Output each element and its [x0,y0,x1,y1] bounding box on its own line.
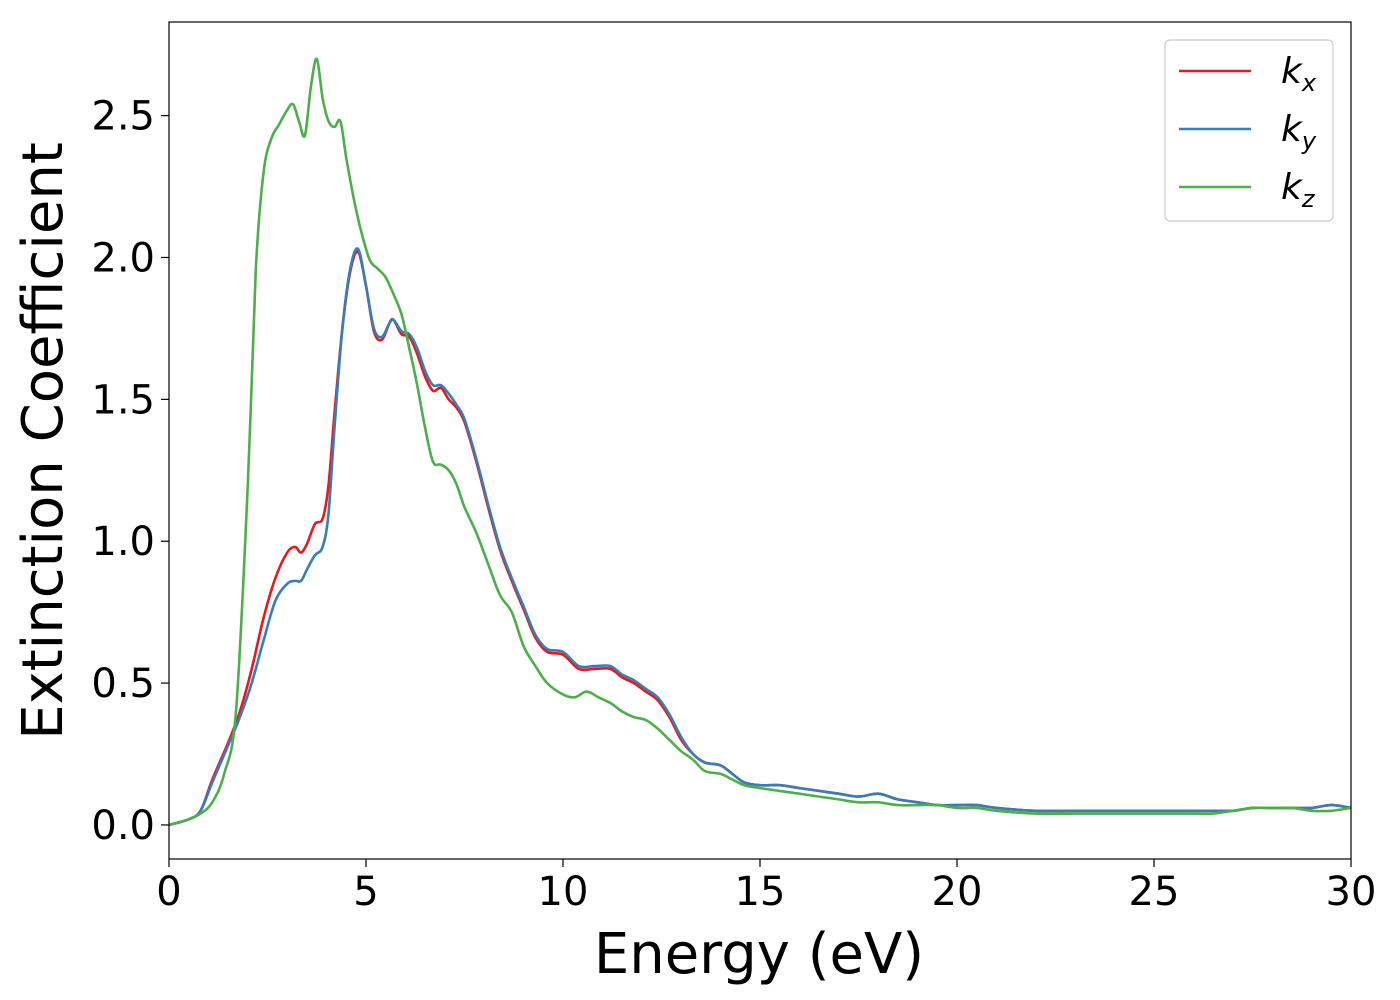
series-line-ky [168,247,1352,827]
axes-layer: 0 5 10 15 20 25 30 0.0 0.5 1.0 1.5 2.0 2.5 [91,21,1377,915]
series-layer [168,57,1352,827]
x-tick-label: 15 [735,869,786,915]
x-tick-label: 30 [1326,869,1377,915]
series-line-kz [168,57,1352,827]
legend: kx ky kz [1164,39,1334,222]
y-tick-label: 1.0 [91,519,155,565]
x-tick-label: 20 [932,869,983,915]
legend-box [1164,39,1334,222]
legend-label-ky: ky [1281,109,1317,155]
legend-label-kx: kx [1281,51,1317,97]
x-tick-label: 25 [1129,869,1180,915]
legend-label-kz: kz [1281,167,1316,213]
x-tick-label: 5 [353,869,378,915]
y-tick-label: 0.0 [91,803,155,849]
x-tick-label: 0 [156,869,181,915]
y-tick-label: 2.5 [91,94,155,140]
y-tick-label: 0.5 [91,661,155,707]
x-axis-label: Energy (eV) [594,922,924,987]
y-tick-label: 2.0 [91,235,155,281]
y-axis-label: Extinction Coefficient [11,142,76,740]
y-tick-label: 1.5 [91,377,155,423]
x-tick-label: 10 [538,869,589,915]
